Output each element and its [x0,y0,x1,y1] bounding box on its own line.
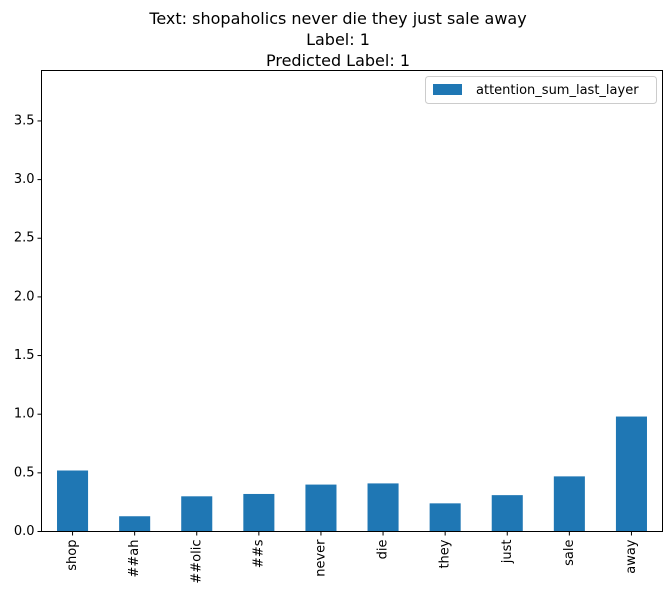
x-tick-label: just [500,540,515,565]
legend-box [425,76,657,104]
legend: attention_sum_last_layer [425,76,657,104]
legend-label: attention_sum_last_layer [476,83,639,98]
x-tick-label: ##s [251,539,266,568]
y-tick-label: 2.0 [14,289,35,304]
bar-die [367,483,399,532]
title-line-label: Label: 1 [306,30,370,49]
bar-shop [57,470,89,532]
x-tick-label: die [376,540,391,560]
bar-sale [553,476,585,532]
bar-olic [181,496,213,532]
x-tick-label: never [313,539,328,577]
x-tick-label: ##ah [127,540,142,578]
x-tick-label: they [438,539,453,568]
plot-frame [41,70,663,532]
title-line-text: Text: shopaholics never die they just sa… [148,9,526,28]
bar-s [243,493,275,532]
y-tick-label: 1.0 [14,407,35,422]
y-tick-label: 0.5 [14,465,35,480]
y-tick-label: 0.0 [14,524,35,539]
x-tick-label: ##olic [189,540,204,584]
title-line-predicted-label: Predicted Label: 1 [266,51,410,70]
x-tick-label: away [624,539,639,574]
x-tick-label: sale [562,540,577,566]
bar-away [615,416,647,532]
bar-they [429,503,461,532]
chart-title: Text: shopaholics never die they just sa… [148,9,526,70]
y-tick-label: 3.5 [14,113,35,128]
bars-layer [57,416,647,532]
bar-never [305,484,337,532]
y-axis: 0.0 0.5 1.0 1.5 2.0 2.5 3.0 3.5 [14,113,42,539]
x-axis: shop ##ah ##olic ##s never die they just sale awa… [65,531,639,584]
bar-just [491,495,523,532]
y-tick-label: 2.5 [14,231,35,246]
y-tick-label: 3.0 [14,172,35,187]
legend-swatch [433,84,462,95]
y-tick-label: 1.5 [14,348,35,363]
x-tick-label: shop [65,540,80,571]
bar-ah [119,516,151,532]
